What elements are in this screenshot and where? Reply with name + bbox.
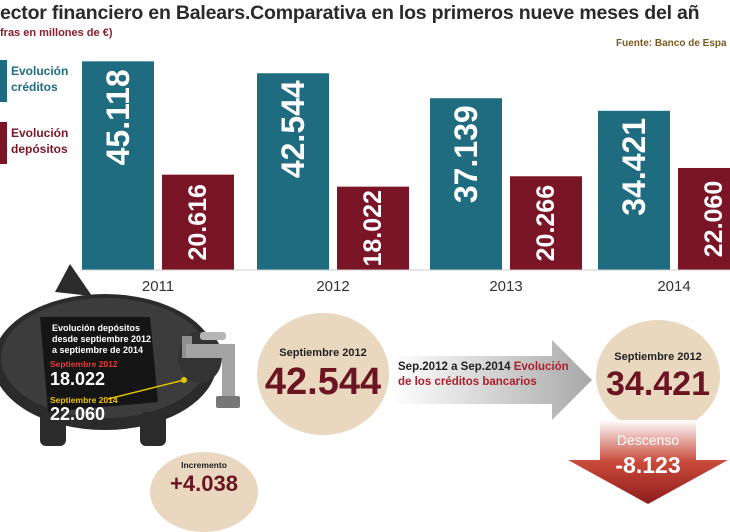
descent-arrow [568,420,728,504]
bar-chart: 45.118 20.616 2011 42.544 18.022 2012 37.139 20… [80,61,730,295]
increment-label: Incremento [181,460,227,470]
year-label-2011: 2011 [142,278,174,295]
legend-label-depositos: Evolución depósitos [11,126,69,156]
legend-label-creditos: Evolución créditos [11,64,69,94]
bar-creditos-2011 [82,61,154,270]
transition-arrow [392,340,592,420]
year-label-2014: 2014 [657,278,690,295]
piggy-label-2014: Septiembre 2014 [50,395,118,405]
credits-end-label: Septiembre 2012 [614,351,702,363]
year-label-2013: 2013 [489,278,522,295]
increment-bubble: Incremento +4.038 [150,452,258,532]
bar-creditos-2013 [430,98,502,271]
piggy-value-2012: 18.022 [50,369,106,389]
descent-value: -8.123 [615,452,681,478]
chart-subtitle: fras en millones de €) [0,27,113,39]
credits-start-bubble: Septiembre 2012 42.544 [257,313,389,435]
bar-label-depositos-2014: 22.060 [700,181,728,257]
credits-end-bubble: Septiembre 2012 34.421 [596,320,720,432]
bar-depositos-2014 [678,167,730,270]
credits-start-label: Septiembre 2012 [279,347,367,359]
bar-label-creditos-2011: 45.118 [100,69,136,165]
credits-end-value: 34.421 [606,365,710,403]
piggy-label-2012: Septiembre 2012 [50,359,118,369]
credits-start-value: 42.544 [264,361,382,403]
bar-label-creditos-2012: 42.544 [275,80,311,178]
bar-creditos-2014 [598,110,670,270]
bar-label-creditos-2013: 37.139 [448,105,484,203]
credits-period: Sep.2012 a Sep.2014 [398,361,511,373]
credits-period-desc: Evolución de los créditos bancarios [398,361,569,388]
bar-creditos-2012 [257,73,329,270]
bar-depositos-2011 [162,174,234,270]
legend-swatch-depositos [0,122,7,164]
piggy-heading: Evolución depósitos desde septiembre 201… [52,323,152,355]
increment-value: +4.038 [170,471,238,496]
bar-label-depositos-2013: 20.266 [532,185,560,261]
bar-label-depositos-2011: 20.616 [184,184,212,260]
bar-depositos-2013 [510,176,582,270]
legend-swatch-creditos [0,60,7,102]
credits-period-text: Sep.2012 a Sep.2014 Evolución de los cré… [398,360,578,390]
piggy-bank-illustration [0,264,240,446]
chart-title: ector financiero en Balears.Comparativa … [0,2,700,24]
piggy-value-2014: 22.060 [50,404,106,424]
bar-depositos-2012 [337,186,409,270]
source-note: Fuente: Banco de Espa [616,38,727,49]
bar-label-creditos-2014: 34.421 [616,118,652,216]
year-label-2012: 2012 [316,278,349,295]
descent-label: Descenso [616,432,680,448]
bar-label-depositos-2012: 18.022 [359,190,387,266]
